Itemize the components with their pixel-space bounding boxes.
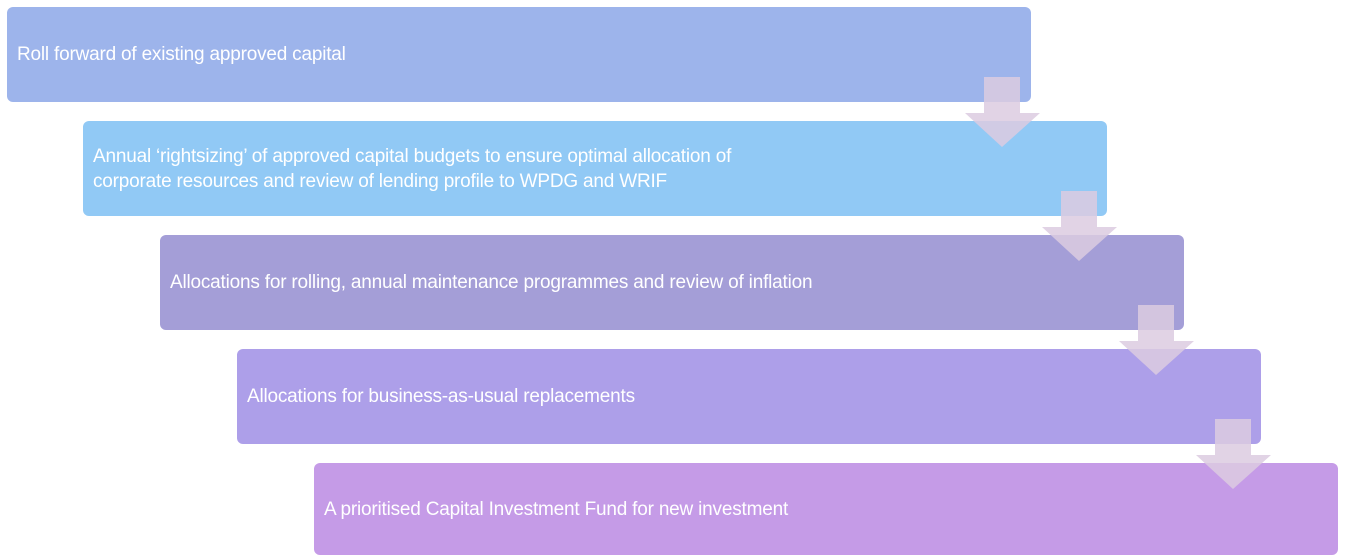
step-text: Annual ‘rightsizing’ of approved capital… xyxy=(93,145,732,167)
step-text: A prioritised Capital Investment Fund fo… xyxy=(324,498,789,520)
arrow xyxy=(965,77,1040,147)
arrow xyxy=(1119,305,1194,375)
arrow xyxy=(1196,419,1271,489)
step-box: Allocations for rolling, annual maintena… xyxy=(160,235,1184,330)
step-box: Allocations for business-as-usual replac… xyxy=(237,349,1261,444)
step-box: A prioritised Capital Investment Fund fo… xyxy=(314,463,1338,555)
step-text: Roll forward of existing approved capita… xyxy=(17,44,346,65)
arrow xyxy=(1042,191,1117,261)
step-text: corporate resources and review of lendin… xyxy=(93,170,667,192)
step-text: Allocations for rolling, annual maintena… xyxy=(170,272,813,293)
step-box: Roll forward of existing approved capita… xyxy=(7,7,1031,102)
step-box: Annual ‘rightsizing’ of approved capital… xyxy=(83,121,1107,216)
step-text: Allocations for business-as-usual replac… xyxy=(247,386,635,407)
